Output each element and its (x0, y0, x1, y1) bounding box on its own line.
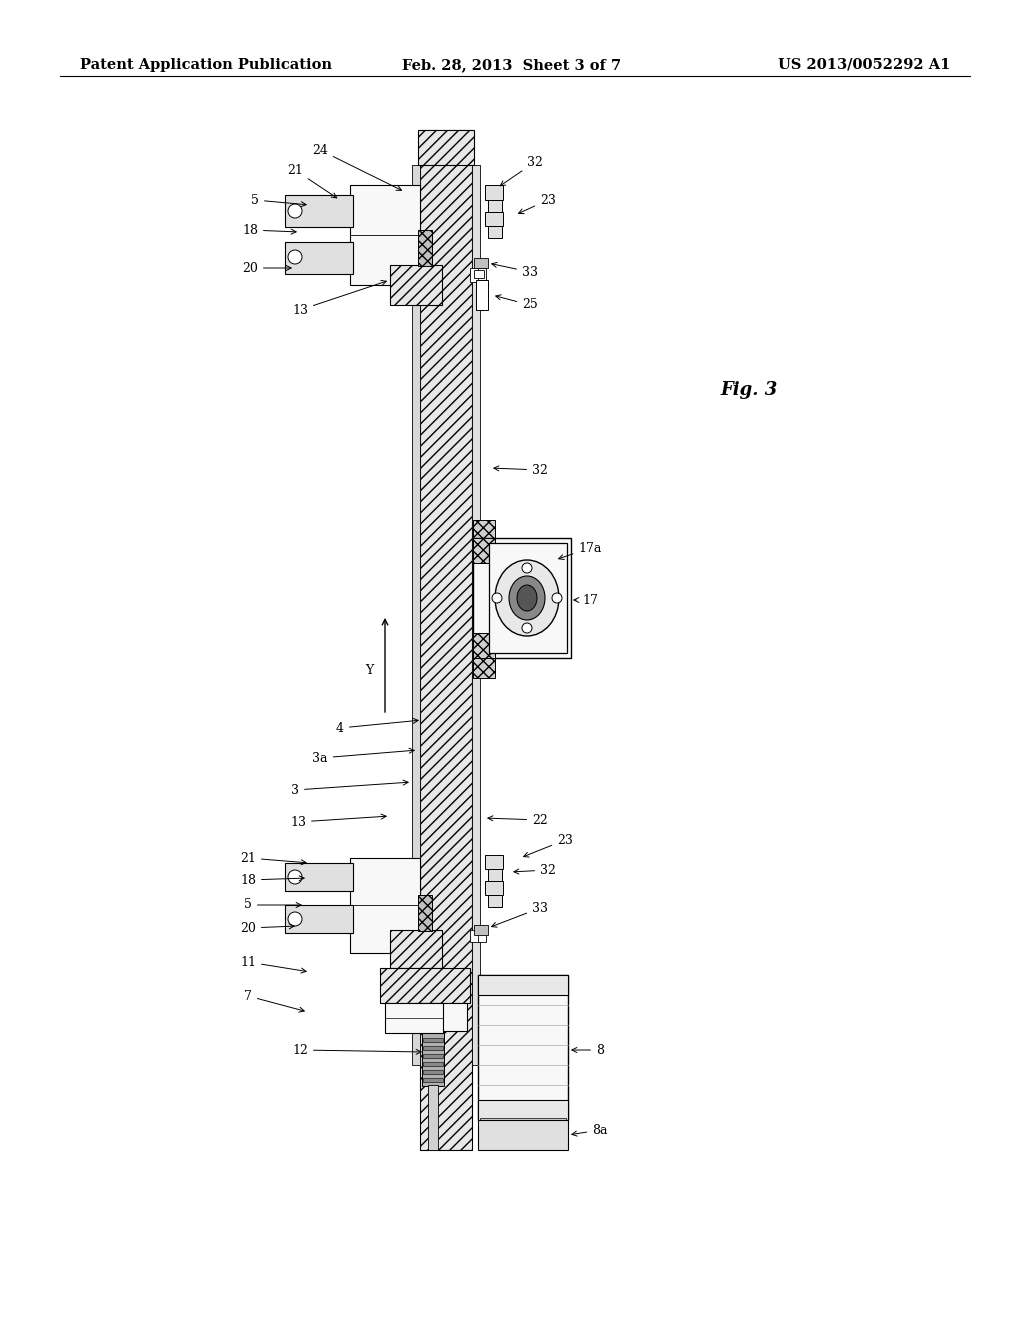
Bar (470, 931, 480, 942)
Bar (418, 230, 432, 267)
Bar (485, 880, 503, 895)
Bar (285, 242, 353, 275)
Bar (474, 271, 484, 279)
Text: US 2013/0052292 A1: US 2013/0052292 A1 (777, 58, 950, 73)
Bar (473, 657, 495, 678)
Bar (423, 1063, 443, 1067)
Bar (423, 1053, 443, 1059)
Text: 25: 25 (496, 294, 538, 312)
Ellipse shape (522, 564, 532, 573)
Bar (412, 165, 420, 1065)
Bar (474, 925, 488, 935)
Bar (285, 863, 353, 891)
Bar (485, 855, 503, 869)
Bar (478, 975, 568, 995)
Bar (476, 280, 488, 310)
Text: 7: 7 (244, 990, 304, 1012)
Bar (385, 1003, 443, 1034)
Bar (478, 268, 486, 282)
Ellipse shape (517, 585, 537, 611)
Ellipse shape (522, 623, 532, 634)
Bar (473, 634, 495, 657)
Bar (488, 869, 502, 880)
Ellipse shape (288, 912, 302, 927)
Bar (485, 213, 503, 226)
Text: 11: 11 (240, 956, 306, 973)
Text: 3: 3 (291, 780, 409, 796)
Text: Fig. 3: Fig. 3 (720, 381, 777, 399)
Bar (380, 968, 470, 1003)
Text: 12: 12 (292, 1044, 421, 1056)
Text: 33: 33 (492, 263, 538, 279)
Text: 24: 24 (312, 144, 401, 190)
Text: 32: 32 (494, 463, 548, 477)
Ellipse shape (288, 249, 302, 264)
Bar (423, 1045, 443, 1049)
Text: 20: 20 (240, 921, 294, 935)
Text: 22: 22 (487, 813, 548, 826)
Text: Y: Y (365, 664, 373, 676)
Bar (489, 543, 567, 653)
Ellipse shape (509, 576, 545, 620)
Text: 21: 21 (287, 164, 337, 198)
Text: 13: 13 (292, 280, 386, 317)
Ellipse shape (492, 593, 502, 603)
Text: 32: 32 (514, 863, 556, 876)
Bar (423, 1078, 443, 1082)
Bar (422, 1031, 444, 1086)
Text: 8: 8 (571, 1044, 604, 1056)
Text: 4: 4 (336, 718, 418, 734)
Text: 23: 23 (518, 194, 556, 214)
Text: 3a: 3a (312, 748, 414, 764)
Text: 33: 33 (492, 902, 548, 927)
Text: 18: 18 (242, 223, 296, 236)
Text: 8a: 8a (571, 1123, 608, 1137)
Bar (390, 931, 442, 968)
Text: 32: 32 (500, 156, 543, 186)
Ellipse shape (552, 593, 562, 603)
Ellipse shape (288, 870, 302, 884)
Text: 13: 13 (290, 814, 386, 829)
Bar (480, 1118, 566, 1123)
Bar (485, 185, 503, 201)
Bar (418, 895, 432, 931)
Bar (350, 858, 420, 953)
Bar (428, 1085, 438, 1150)
Bar (478, 975, 568, 1119)
Bar (478, 931, 486, 942)
Bar (470, 268, 480, 282)
Bar (473, 539, 571, 657)
Bar (473, 539, 495, 564)
Text: 17: 17 (573, 594, 598, 606)
Bar (415, 1003, 467, 1031)
Bar (420, 129, 472, 1150)
Text: 21: 21 (240, 851, 306, 865)
Text: 17a: 17a (559, 541, 602, 560)
Bar (478, 1119, 568, 1150)
Text: Patent Application Publication: Patent Application Publication (80, 58, 332, 73)
Bar (350, 185, 420, 285)
Bar (488, 895, 502, 907)
Text: 20: 20 (242, 261, 291, 275)
Bar (423, 1038, 443, 1041)
Text: Feb. 28, 2013  Sheet 3 of 7: Feb. 28, 2013 Sheet 3 of 7 (402, 58, 622, 73)
Bar (285, 906, 353, 933)
Bar (488, 201, 502, 213)
Text: 5: 5 (244, 899, 301, 912)
Bar (390, 265, 442, 305)
Bar (285, 195, 353, 227)
Ellipse shape (495, 560, 559, 636)
Bar (474, 257, 488, 268)
Ellipse shape (288, 205, 302, 218)
Bar (480, 1123, 566, 1129)
Text: 23: 23 (523, 833, 573, 857)
Bar (478, 1100, 568, 1119)
Bar (473, 520, 495, 539)
Bar (488, 226, 502, 238)
Bar (423, 1071, 443, 1074)
Text: 5: 5 (251, 194, 306, 207)
Text: 18: 18 (240, 874, 304, 887)
Bar (472, 165, 480, 1065)
Bar (418, 129, 474, 165)
